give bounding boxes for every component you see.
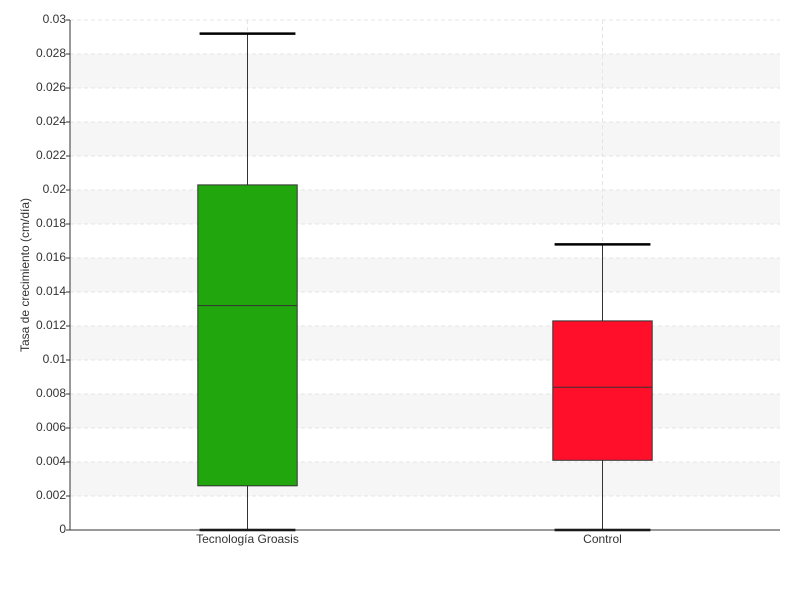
y-tick-label: 0.002 [36, 488, 66, 502]
grid-band [70, 326, 780, 360]
grid-band [70, 122, 780, 156]
y-tick-label: 0.02 [43, 182, 67, 196]
grid [70, 19, 780, 530]
y-tick-label: 0.006 [36, 420, 66, 434]
y-tick-label: 0.004 [36, 454, 66, 468]
grid-band [70, 190, 780, 224]
grid-band [70, 54, 780, 88]
box [197, 184, 298, 487]
y-tick-label: 0.012 [36, 318, 66, 332]
y-tick-label: 0.016 [36, 250, 66, 264]
y-tick-label: 0.022 [36, 148, 66, 162]
y-tick-label: 0.028 [36, 46, 66, 60]
grid-band [70, 394, 780, 428]
grid-band [70, 462, 780, 496]
y-tick-label: 0.018 [36, 216, 66, 230]
y-tick-label: 0.026 [36, 80, 66, 94]
y-tick-label: 0.01 [43, 352, 67, 366]
y-tick-label: 0.014 [36, 284, 66, 298]
y-tick-label: 0 [59, 522, 66, 536]
x-tick-label: Tecnología Groasis [196, 532, 299, 546]
grid-band [70, 258, 780, 292]
y-axis-label: Tasa de crecimiento (cm/día) [18, 198, 32, 352]
box [552, 320, 653, 461]
y-tick-label: 0.024 [36, 114, 66, 128]
y-tick-label: 0.03 [43, 12, 67, 26]
x-tick-label: Control [583, 532, 622, 546]
y-tick-label: 0.008 [36, 386, 66, 400]
